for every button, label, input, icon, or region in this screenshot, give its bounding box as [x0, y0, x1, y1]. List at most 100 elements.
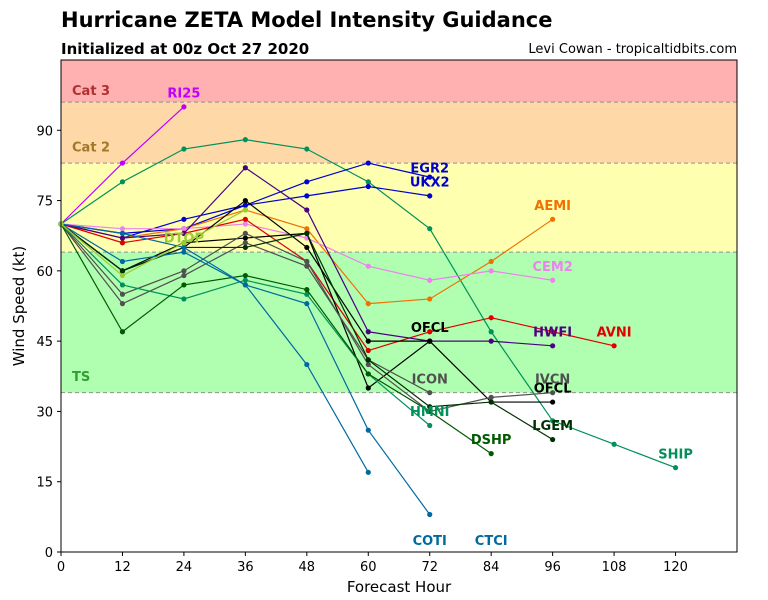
series-label-ivcn: IVCN: [535, 372, 570, 387]
data-point: [427, 226, 433, 232]
data-point: [365, 183, 371, 190]
data-point: [181, 244, 187, 251]
data-point: [365, 361, 371, 368]
data-point: [304, 258, 310, 265]
series-label-cem2: CEM2: [532, 260, 572, 275]
series-line: [60, 209, 246, 277]
data-point: [550, 277, 556, 283]
data-point: [365, 263, 371, 269]
data-point: [119, 226, 126, 232]
series-label-coti: COTI: [413, 534, 447, 549]
series-line: [60, 223, 369, 473]
series-hwfi: [58, 165, 556, 349]
series-ivcn: [58, 221, 556, 415]
data-point: [365, 371, 371, 377]
x-tick-label: 72: [421, 560, 438, 575]
data-point: [365, 329, 371, 335]
x-tick-label: 48: [299, 560, 316, 575]
series-label-lgem: LGEM: [532, 419, 573, 434]
data-point: [242, 272, 248, 279]
data-point: [427, 511, 433, 518]
data-point: [242, 277, 248, 283]
data-point: [304, 193, 310, 199]
data-point: [242, 202, 248, 208]
band-labels: Cat 3 Cat 2 TS: [72, 84, 110, 385]
data-point: [304, 230, 310, 236]
data-point: [242, 216, 248, 222]
data-point: [365, 338, 371, 344]
series-cem2: [58, 221, 556, 283]
data-point: [488, 451, 494, 457]
data-point: [119, 282, 126, 288]
data-point: [242, 221, 248, 227]
series-label-avni: AVNI: [597, 325, 632, 340]
data-point: [550, 399, 556, 405]
y-axis-ticks: 0 15 30 45 60 75 90: [36, 124, 61, 561]
data-point: [488, 394, 494, 400]
x-tick-label: 0: [57, 560, 65, 575]
x-tick-label: 120: [663, 560, 688, 575]
series-label-ctci: CTCI: [475, 534, 508, 549]
series-ship: [58, 137, 679, 471]
data-point: [427, 390, 433, 396]
band-cat-2: [61, 102, 737, 164]
band-cat-3: [61, 60, 737, 103]
x-tick-label: 108: [602, 560, 627, 575]
data-point: [119, 258, 126, 265]
data-point: [611, 441, 617, 447]
data-point: [365, 347, 371, 354]
x-tick-label: 60: [360, 560, 377, 575]
data-point: [242, 197, 248, 204]
y-tick-label: 30: [36, 405, 53, 420]
data-point: [365, 357, 371, 363]
series-dtop: [58, 207, 248, 279]
data-point: [119, 268, 126, 274]
y-tick-label: 15: [36, 476, 53, 491]
data-point: [119, 291, 126, 297]
data-point: [488, 315, 494, 321]
x-tick-label: 36: [237, 560, 254, 575]
data-point: [365, 385, 371, 391]
data-point: [242, 207, 248, 213]
series-label-hwfi: HWFI: [533, 325, 572, 340]
band-label: Cat 2: [72, 140, 110, 155]
data-point: [550, 390, 556, 396]
data-point: [181, 230, 187, 236]
data-point: [365, 301, 371, 307]
data-point: [181, 249, 187, 255]
y-axis-label: Wind Speed (kt): [10, 246, 28, 367]
data-point: [365, 160, 371, 166]
series-line: [60, 223, 492, 455]
data-point: [365, 469, 371, 475]
intensity-bands: [61, 60, 737, 393]
data-point: [488, 338, 494, 344]
data-point: [427, 277, 433, 283]
data-point: [304, 179, 310, 185]
series-label-ri25: RI25: [167, 86, 200, 101]
data-point: [550, 418, 556, 424]
data-point: [242, 235, 248, 241]
data-point: [488, 329, 494, 335]
series-label-hmni: HMNI: [410, 405, 450, 420]
series-label-aemi: AEMI: [534, 199, 571, 214]
series-lines: [58, 104, 679, 518]
data-point: [427, 174, 433, 180]
data-point: [119, 329, 126, 335]
data-point: [242, 137, 248, 143]
data-point: [181, 296, 187, 302]
data-point: [119, 240, 126, 246]
data-point: [427, 338, 433, 344]
data-point: [304, 263, 310, 269]
data-point: [119, 235, 126, 241]
data-point: [119, 301, 126, 307]
data-point: [181, 146, 187, 152]
data-point: [304, 287, 310, 293]
series-label-icon: ICON: [412, 372, 448, 387]
series-label-ofcl: OFCL: [534, 382, 572, 397]
y-tick-label: 75: [36, 195, 53, 210]
y-tick-label: 60: [36, 265, 53, 280]
data-point: [550, 436, 556, 443]
x-tick-label: 84: [483, 560, 500, 575]
